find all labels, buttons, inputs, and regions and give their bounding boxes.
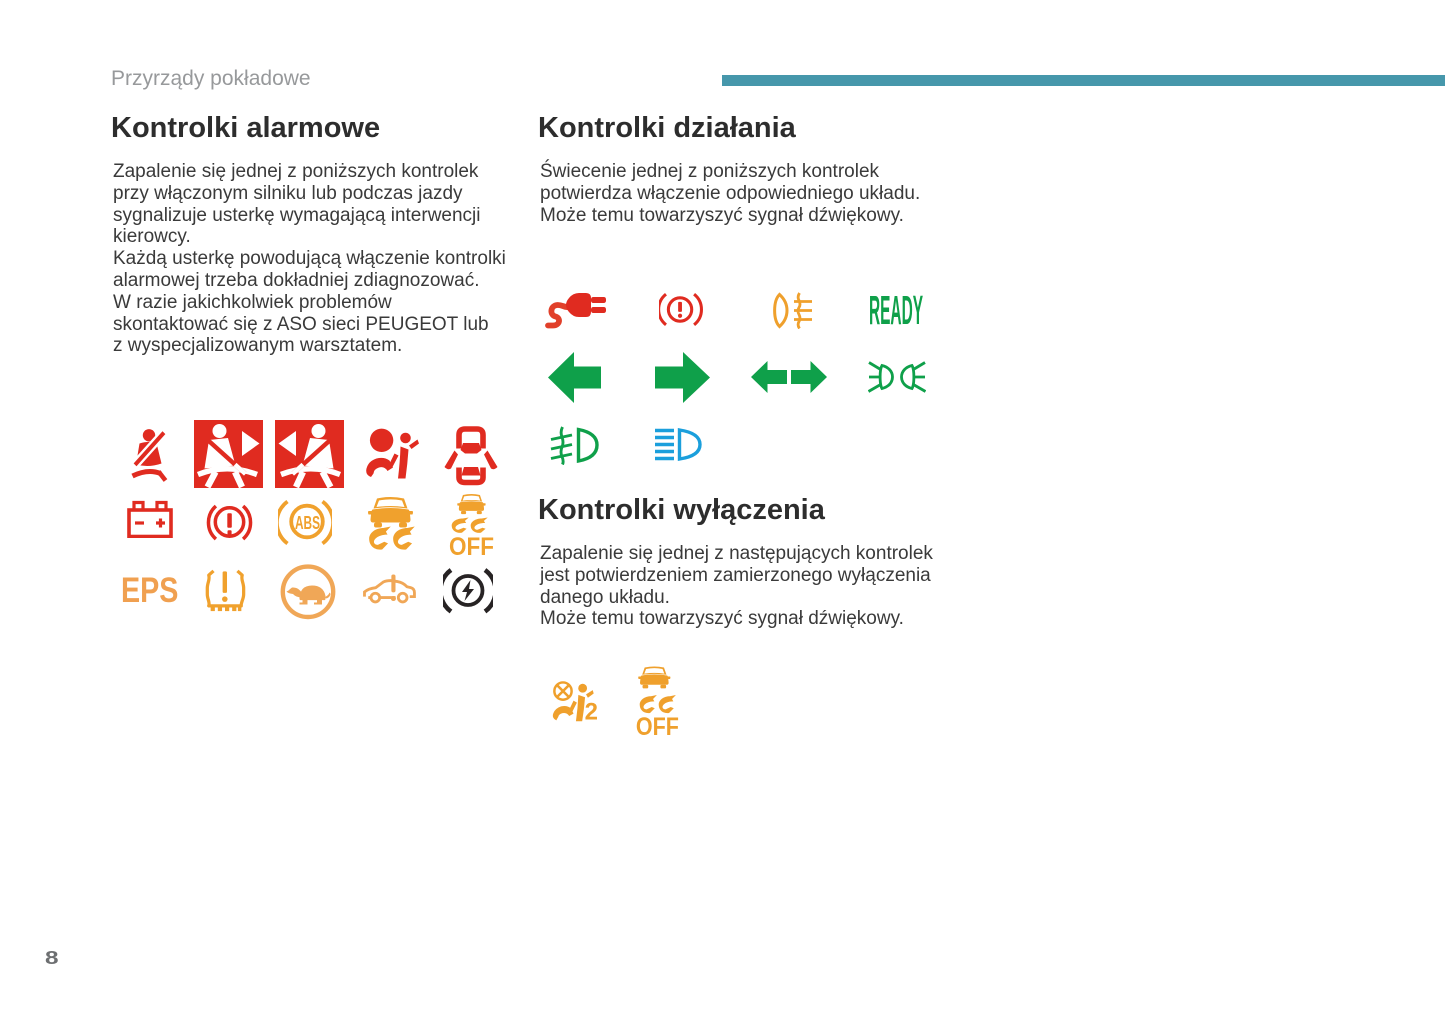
- svg-text:READY: READY: [869, 294, 923, 326]
- svg-text:2: 2: [585, 698, 598, 725]
- svg-text:OFF: OFF: [449, 533, 494, 558]
- svg-text:ABS: ABS: [295, 513, 320, 533]
- svg-text:OFF: OFF: [636, 713, 679, 736]
